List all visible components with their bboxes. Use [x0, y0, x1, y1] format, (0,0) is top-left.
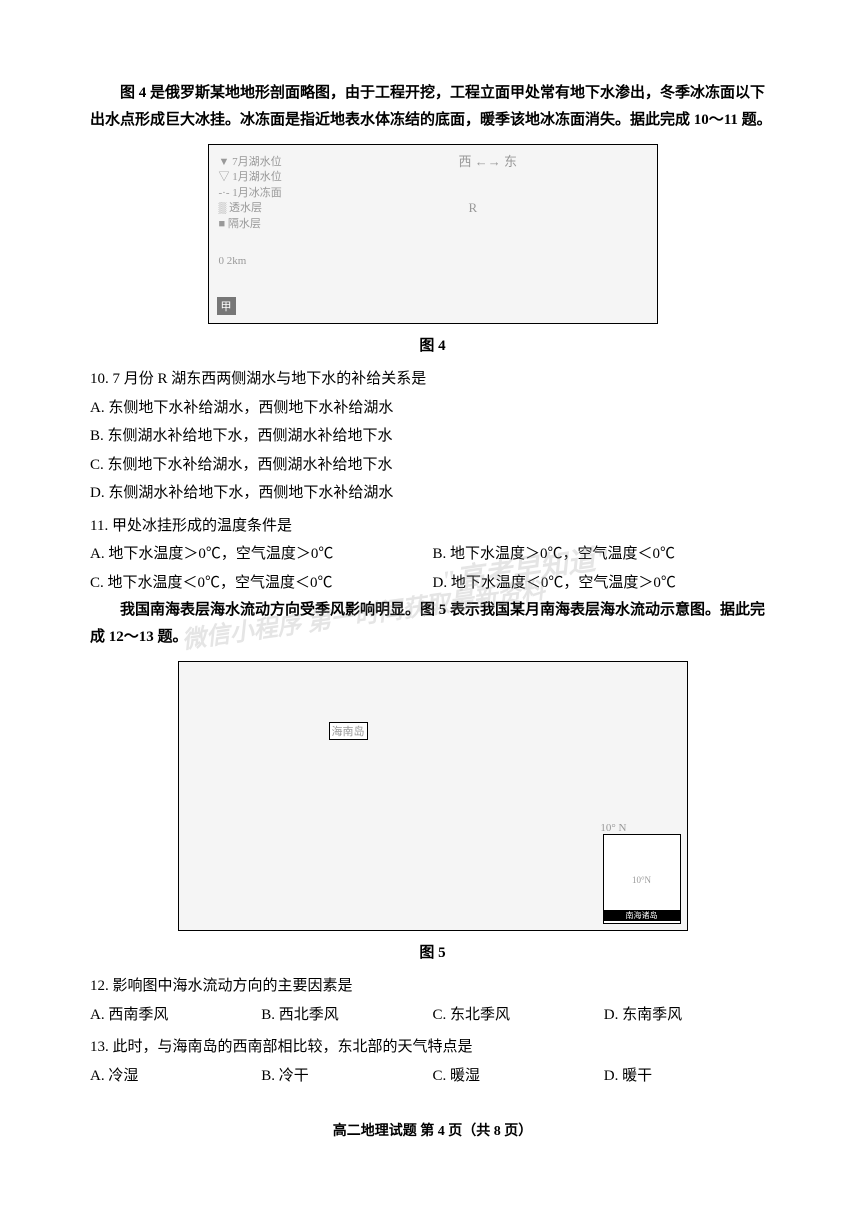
q10-option-b: B. 东侧湖水补给地下水，西侧湖水补给地下水 — [90, 422, 775, 451]
figure-5: 海南岛 10° N 10°N 南海诸岛 — [178, 661, 688, 931]
figure-4-direction: 西 ←→ 东 — [459, 151, 518, 170]
figure-4-container: ▼ 7月湖水位 ▽ 1月湖水位 -·- 1月冰冻面 ▒ 透水层 ■ 隔水层 0 … — [90, 144, 775, 324]
intro-paragraph-1: 图 4 是俄罗斯某地地形剖面略图，由于工程开挖，工程立面甲处常有地下水渗出，冬季… — [90, 80, 775, 134]
legend-item: ▽ 1月湖水位 — [219, 170, 282, 185]
q12-option-c: C. 东北季风 — [433, 1001, 604, 1030]
figure-5-inset-label: 南海诸岛 — [604, 910, 680, 921]
figure-5-inset-map: 10°N 南海诸岛 — [603, 834, 681, 924]
q10-stem: 10. 7 月份 R 湖东西两侧湖水与地下水的补给关系是 — [90, 365, 775, 394]
q13-option-c: C. 暖湿 — [433, 1062, 604, 1091]
q11-options-row-2: C. 地下水温度＜0℃，空气温度＜0℃ D. 地下水温度＜0℃，空气温度＞0℃ — [90, 569, 775, 598]
figure-4-r-label: R — [469, 200, 478, 216]
figure-4-sketch: ▼ 7月湖水位 ▽ 1月湖水位 -·- 1月冰冻面 ▒ 透水层 ■ 隔水层 0 … — [209, 145, 657, 323]
q13-option-d: D. 暖干 — [604, 1062, 775, 1091]
legend-item: ▒ 透水层 — [219, 201, 282, 216]
legend-item: ▼ 7月湖水位 — [219, 155, 282, 170]
figure-5-latitude-label: 10° N — [600, 822, 626, 834]
figure-5-container: 海南岛 10° N 10°N 南海诸岛 — [90, 661, 775, 931]
figure-4-jia-label: 甲 — [217, 297, 236, 315]
figure-5-sketch: 海南岛 10° N 10°N 南海诸岛 — [179, 662, 687, 930]
q11-option-a: A. 地下水温度＞0℃，空气温度＞0℃ — [90, 540, 433, 569]
q13-option-a: A. 冷湿 — [90, 1062, 261, 1091]
q10-option-c: C. 东侧地下水补给湖水，西侧湖水补给地下水 — [90, 451, 775, 480]
intro-paragraph-2: 我国南海表层海水流动方向受季风影响明显。图 5 表示我国某月南海表层海水流动示意… — [90, 597, 775, 651]
q11-stem: 11. 甲处冰挂形成的温度条件是 — [90, 512, 775, 541]
q10-option-a: A. 东侧地下水补给湖水，西侧地下水补给湖水 — [90, 394, 775, 423]
q13-option-b: B. 冷干 — [261, 1062, 432, 1091]
q11-option-b: B. 地下水温度＞0℃，空气温度＜0℃ — [433, 540, 776, 569]
q13-options-row: A. 冷湿 B. 冷干 C. 暖湿 D. 暖干 — [90, 1062, 775, 1091]
q12-stem: 12. 影响图中海水流动方向的主要因素是 — [90, 972, 775, 1001]
q12-option-d: D. 东南季风 — [604, 1001, 775, 1030]
q13-stem: 13. 此时，与海南岛的西南部相比较，东北部的天气特点是 — [90, 1033, 775, 1062]
page-footer: 高二地理试题 第 4 页（共 8 页） — [90, 1120, 775, 1140]
legend-item: ■ 隔水层 — [219, 217, 282, 232]
figure-5-inset-lat: 10°N — [604, 875, 680, 885]
figure-4-scale: 0 2km — [219, 255, 247, 267]
q11-options-row-1: A. 地下水温度＞0℃，空气温度＞0℃ B. 地下水温度＞0℃，空气温度＜0℃ — [90, 540, 775, 569]
figure-4: ▼ 7月湖水位 ▽ 1月湖水位 -·- 1月冰冻面 ▒ 透水层 ■ 隔水层 0 … — [208, 144, 658, 324]
q10-option-d: D. 东侧湖水补给地下水，西侧地下水补给湖水 — [90, 479, 775, 508]
q11-option-d: D. 地下水温度＜0℃，空气温度＞0℃ — [433, 569, 776, 598]
figure-4-caption: 图 4 — [90, 334, 775, 355]
figure-5-hainan-label: 海南岛 — [329, 722, 368, 740]
q12-option-a: A. 西南季风 — [90, 1001, 261, 1030]
legend-item: -·- 1月冰冻面 — [219, 186, 282, 201]
q11-option-c: C. 地下水温度＜0℃，空气温度＜0℃ — [90, 569, 433, 598]
figure-4-legend: ▼ 7月湖水位 ▽ 1月湖水位 -·- 1月冰冻面 ▒ 透水层 ■ 隔水层 — [219, 155, 282, 232]
figure-5-caption: 图 5 — [90, 941, 775, 962]
q12-options-row: A. 西南季风 B. 西北季风 C. 东北季风 D. 东南季风 — [90, 1001, 775, 1030]
q12-option-b: B. 西北季风 — [261, 1001, 432, 1030]
